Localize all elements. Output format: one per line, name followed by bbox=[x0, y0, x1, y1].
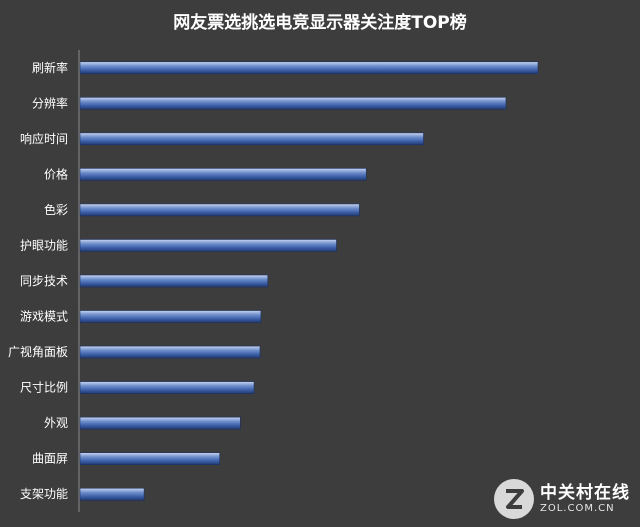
zol-logo-icon bbox=[494, 479, 534, 519]
bar-6 bbox=[79, 239, 337, 252]
category-label: 色彩 bbox=[44, 203, 68, 217]
bar-11 bbox=[79, 416, 241, 430]
category-label: 响应时间 bbox=[20, 131, 68, 146]
bar-7 bbox=[79, 274, 269, 288]
category-label: 支架功能 bbox=[20, 487, 68, 501]
bar-5 bbox=[79, 203, 360, 217]
bar-3 bbox=[79, 132, 424, 146]
bar-10 bbox=[79, 381, 255, 394]
bar-4 bbox=[79, 168, 367, 181]
category-label: 护眼功能 bbox=[20, 238, 68, 252]
bars-group bbox=[79, 61, 539, 501]
category-label: 同步技术 bbox=[20, 274, 68, 288]
category-label: 分辨率 bbox=[32, 95, 68, 110]
bar-9 bbox=[79, 345, 261, 359]
bar-12 bbox=[79, 452, 220, 465]
category-label: 尺寸比例 bbox=[20, 381, 68, 395]
bar-13 bbox=[79, 487, 145, 501]
category-label: 刷新率 bbox=[32, 60, 68, 75]
bar-2 bbox=[79, 97, 507, 110]
z-letter-icon bbox=[506, 489, 524, 509]
category-label: 外观 bbox=[44, 416, 68, 430]
category-label: 广视角面板 bbox=[8, 344, 68, 359]
bar-8 bbox=[79, 310, 262, 323]
category-label: 曲面屏 bbox=[32, 452, 68, 466]
category-label: 游戏模式 bbox=[20, 310, 68, 324]
zol-watermark: 中关村在线 ZOL.COM.CN bbox=[494, 479, 630, 519]
chart-title: 网友票选挑选电竞显示器关注度TOP榜 bbox=[173, 12, 467, 33]
bar-1 bbox=[79, 61, 539, 75]
brand-domain: ZOL.COM.CN bbox=[540, 503, 615, 514]
category-labels-group: 刷新率分辨率响应时间价格色彩护眼功能同步技术游戏模式广视角面板尺寸比例外观曲面屏… bbox=[8, 60, 68, 501]
brand-name-cn: 中关村在线 bbox=[540, 483, 630, 503]
category-label: 价格 bbox=[44, 166, 68, 181]
